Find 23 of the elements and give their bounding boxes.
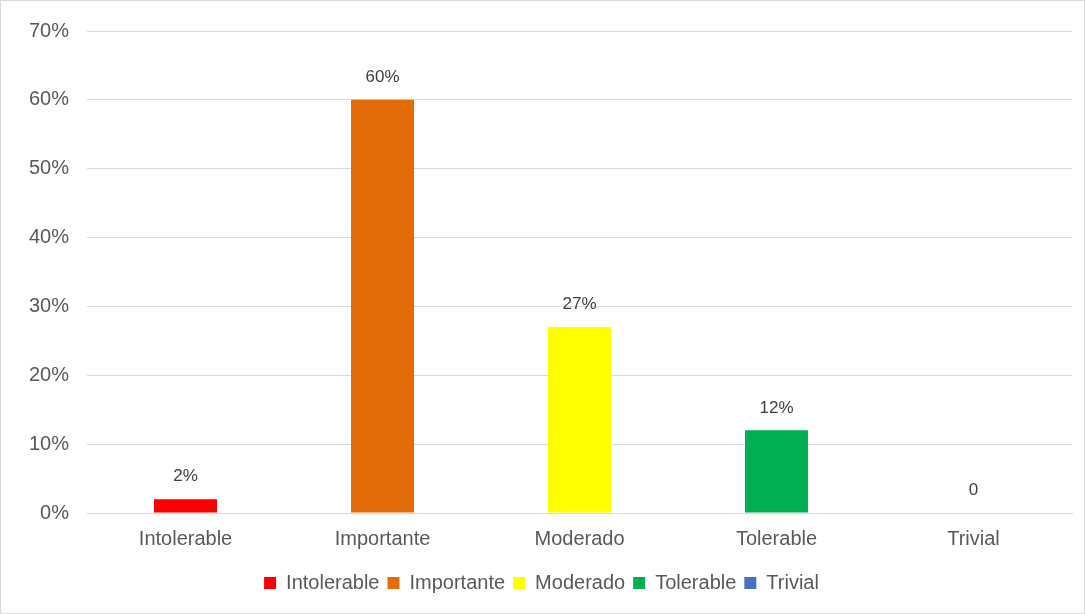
- data-label: 0: [968, 480, 979, 500]
- y-tick-label: 0%: [40, 500, 70, 523]
- y-tick-label: 30%: [29, 293, 70, 316]
- legend-label: Importante: [409, 570, 506, 593]
- x-tick-label: Trivial: [947, 526, 1000, 549]
- y-tick-label: 60%: [29, 87, 70, 110]
- y-tick-label: 70%: [29, 18, 70, 41]
- data-label: 27%: [562, 294, 597, 314]
- legend-label: Intolerable: [286, 570, 380, 593]
- y-tick-label: 50%: [29, 156, 70, 179]
- data-label: 2%: [173, 466, 198, 486]
- x-tick-label: Moderado: [534, 526, 625, 549]
- x-tick-label: Intolerable: [138, 526, 233, 549]
- y-tick-label: 10%: [29, 431, 70, 454]
- data-label: 60%: [365, 67, 400, 87]
- legend-label: Trivial: [766, 570, 819, 593]
- legend-label: Moderado: [535, 570, 626, 593]
- y-tick-label: 40%: [29, 225, 70, 248]
- y-tick-label: 20%: [29, 362, 70, 385]
- legend-label: Tolerable: [655, 570, 737, 593]
- data-label: 12%: [759, 397, 794, 417]
- x-tick-label: Tolerable: [735, 526, 818, 549]
- x-tick-label: Importante: [334, 526, 431, 549]
